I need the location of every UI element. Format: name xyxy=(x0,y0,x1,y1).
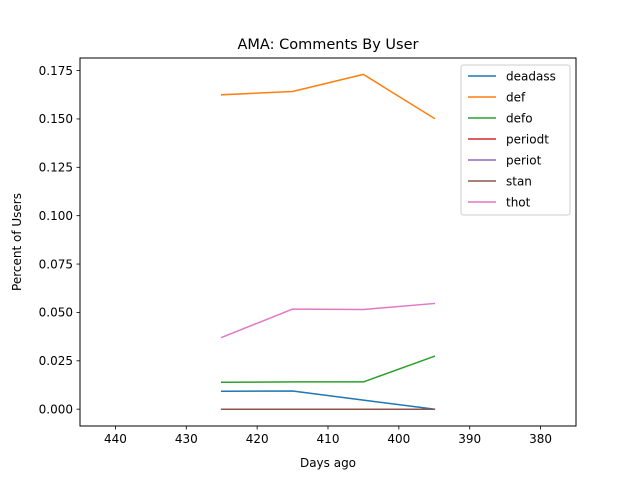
y-tick-label: 0.150 xyxy=(39,112,73,126)
y-tick-label: 0.025 xyxy=(39,354,73,368)
x-tick-label: 400 xyxy=(387,432,410,446)
x-tick-label: 410 xyxy=(317,432,340,446)
x-axis-label: Days ago xyxy=(300,456,356,470)
legend-label-stan: stan xyxy=(506,174,532,188)
series-line-deadass xyxy=(220,390,436,411)
x-tick-label: 430 xyxy=(175,432,198,446)
series-line-thot xyxy=(220,302,436,339)
x-tick-label: 440 xyxy=(104,432,127,446)
y-tick-label: 0.175 xyxy=(39,64,73,78)
chart-title: AMA: Comments By User xyxy=(238,37,419,53)
y-tick-label: 0.100 xyxy=(39,209,73,223)
y-tick-label: 0.050 xyxy=(39,306,73,320)
legend-box xyxy=(460,64,571,216)
y-tick-label: 0.000 xyxy=(39,402,73,416)
legend-label-defo: defo xyxy=(506,111,533,125)
y-axis-label: Percent of Users xyxy=(10,193,24,291)
series-line-def xyxy=(220,73,436,120)
series-lines xyxy=(220,73,436,411)
x-tick-label: 380 xyxy=(529,432,552,446)
legend-label-def: def xyxy=(506,90,526,104)
x-axis-ticks: 440 430 420 410 400 390 380 xyxy=(104,426,552,446)
y-tick-label: 0.125 xyxy=(39,161,73,175)
legend-label-deadass: deadass xyxy=(506,69,556,83)
legend: deadass def defo periodt periot stan thot xyxy=(460,64,571,216)
x-tick-label: 390 xyxy=(458,432,481,446)
legend-label-thot: thot xyxy=(506,195,531,209)
x-tick-label: 420 xyxy=(246,432,269,446)
legend-label-periodt: periodt xyxy=(506,132,549,146)
y-tick-label: 0.075 xyxy=(39,257,73,271)
legend-label-periot: periot xyxy=(506,153,542,167)
series-line-defo xyxy=(220,355,436,384)
y-axis-ticks: 0.000 0.025 0.050 0.075 0.100 0.125 0.150 0.175 xyxy=(39,64,80,416)
